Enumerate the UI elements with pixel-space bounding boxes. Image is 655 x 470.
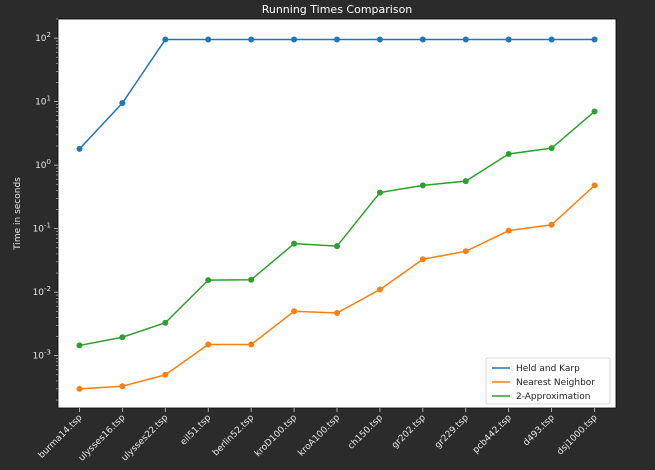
x-tick-label: d493.tsp	[522, 413, 557, 448]
data-point	[419, 182, 426, 189]
data-point	[548, 221, 555, 228]
x-tick-label: berlin52.tsp	[211, 413, 256, 458]
data-point	[591, 182, 598, 189]
y-tick-label: 10-2	[33, 285, 51, 298]
data-point	[462, 36, 469, 43]
y-tick-label: 100	[35, 158, 51, 171]
data-point	[591, 36, 598, 43]
data-point	[291, 308, 298, 315]
data-point	[548, 36, 555, 43]
data-point	[505, 150, 512, 157]
data-point	[76, 385, 83, 392]
y-tick-label: 101	[35, 95, 51, 108]
data-point	[119, 383, 126, 390]
data-point	[205, 277, 212, 284]
data-point	[334, 243, 340, 250]
plot-area	[57, 18, 617, 409]
data-point	[248, 276, 255, 283]
data-point	[205, 341, 212, 348]
x-tick-label: ch150.tsp	[346, 413, 385, 452]
data-point	[291, 36, 298, 43]
x-tick-label: gr229.tsp	[433, 413, 471, 451]
x-tick-label: ulysses22.tsp	[120, 413, 171, 464]
data-point	[76, 145, 83, 152]
data-point	[376, 286, 383, 293]
x-tick-label: pcb442.tsp	[471, 413, 514, 456]
legend-label: Nearest Neighbor	[516, 378, 595, 388]
data-point	[162, 36, 169, 43]
data-point	[462, 248, 469, 255]
data-point	[548, 145, 555, 152]
legend-label: Held and Karp	[516, 364, 580, 374]
data-point	[376, 189, 383, 196]
data-point	[591, 108, 598, 115]
y-tick-label: 102	[35, 31, 51, 44]
y-tick-label: 10-3	[33, 349, 51, 362]
data-point	[76, 342, 83, 349]
data-point	[419, 256, 426, 263]
data-point	[291, 240, 298, 247]
data-point	[462, 178, 469, 185]
x-tick-label: eil51.tsp	[179, 413, 214, 448]
data-point	[334, 36, 340, 43]
data-point	[119, 100, 126, 107]
data-point	[162, 371, 169, 378]
data-point	[376, 36, 383, 43]
data-point	[419, 36, 426, 43]
x-tick-label: burma14.tsp	[37, 413, 85, 461]
data-point	[119, 334, 126, 341]
x-tick-label: kroD100.tsp	[253, 413, 299, 459]
data-point	[162, 319, 169, 326]
data-point	[248, 36, 255, 43]
data-point	[505, 36, 512, 43]
data-point	[505, 227, 512, 234]
y-tick-label: 10-1	[33, 222, 51, 235]
data-point	[334, 309, 340, 316]
chart-title: Running Times Comparison	[262, 3, 413, 16]
legend-label: 2-Approximation	[516, 392, 590, 402]
data-point	[248, 341, 255, 348]
x-tick-label: gr202.tsp	[390, 413, 428, 451]
x-tick-label: dsj1000.tsp	[555, 413, 599, 457]
legend-box	[485, 357, 611, 405]
y-axis-label: Time in seconds	[13, 177, 23, 251]
x-tick-label: kroA100.tsp	[297, 413, 343, 459]
data-point	[205, 36, 212, 43]
